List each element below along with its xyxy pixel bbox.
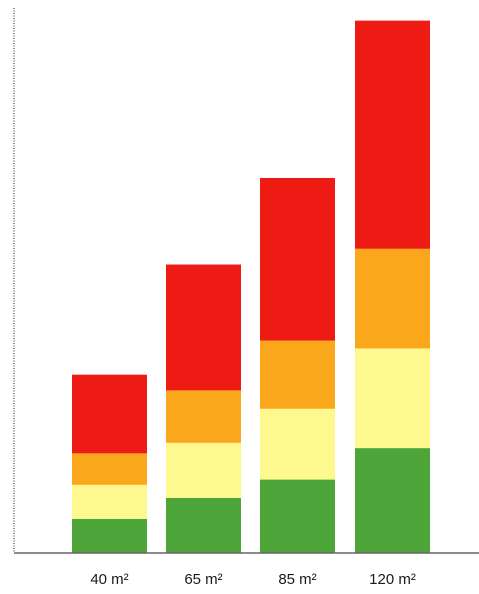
bar-segment-4-3 bbox=[355, 248, 430, 349]
bar-segment-4-4 bbox=[355, 20, 430, 249]
bar-segment-2-1 bbox=[166, 497, 241, 553]
bar-segment-1-4 bbox=[72, 374, 147, 454]
bar-segment-1-1 bbox=[72, 518, 147, 553]
x-tick-label: 120 m² bbox=[369, 571, 416, 588]
bar-segment-3-2 bbox=[260, 408, 335, 480]
x-tick-labels: 40 m² 65 m² 85 m² 120 m² bbox=[90, 571, 416, 588]
bar-segment-4-1 bbox=[355, 448, 430, 553]
bar-segment-3-3 bbox=[260, 340, 335, 409]
bar-segment-2-2 bbox=[166, 442, 241, 498]
bar-segment-2-3 bbox=[166, 390, 241, 443]
x-tick-label: 85 m² bbox=[278, 571, 316, 588]
bar-segment-3-1 bbox=[260, 479, 335, 553]
bars-layer bbox=[72, 20, 430, 553]
x-tick-label: 40 m² bbox=[90, 571, 128, 588]
bar-segment-1-3 bbox=[72, 453, 147, 485]
bar-segment-3-4 bbox=[260, 177, 335, 341]
bar-segment-2-4 bbox=[166, 264, 241, 391]
axes-layer bbox=[13, 8, 479, 554]
bar-segment-1-2 bbox=[72, 484, 147, 519]
x-tick-label: 65 m² bbox=[184, 571, 222, 588]
bar-segment-4-2 bbox=[355, 348, 430, 449]
